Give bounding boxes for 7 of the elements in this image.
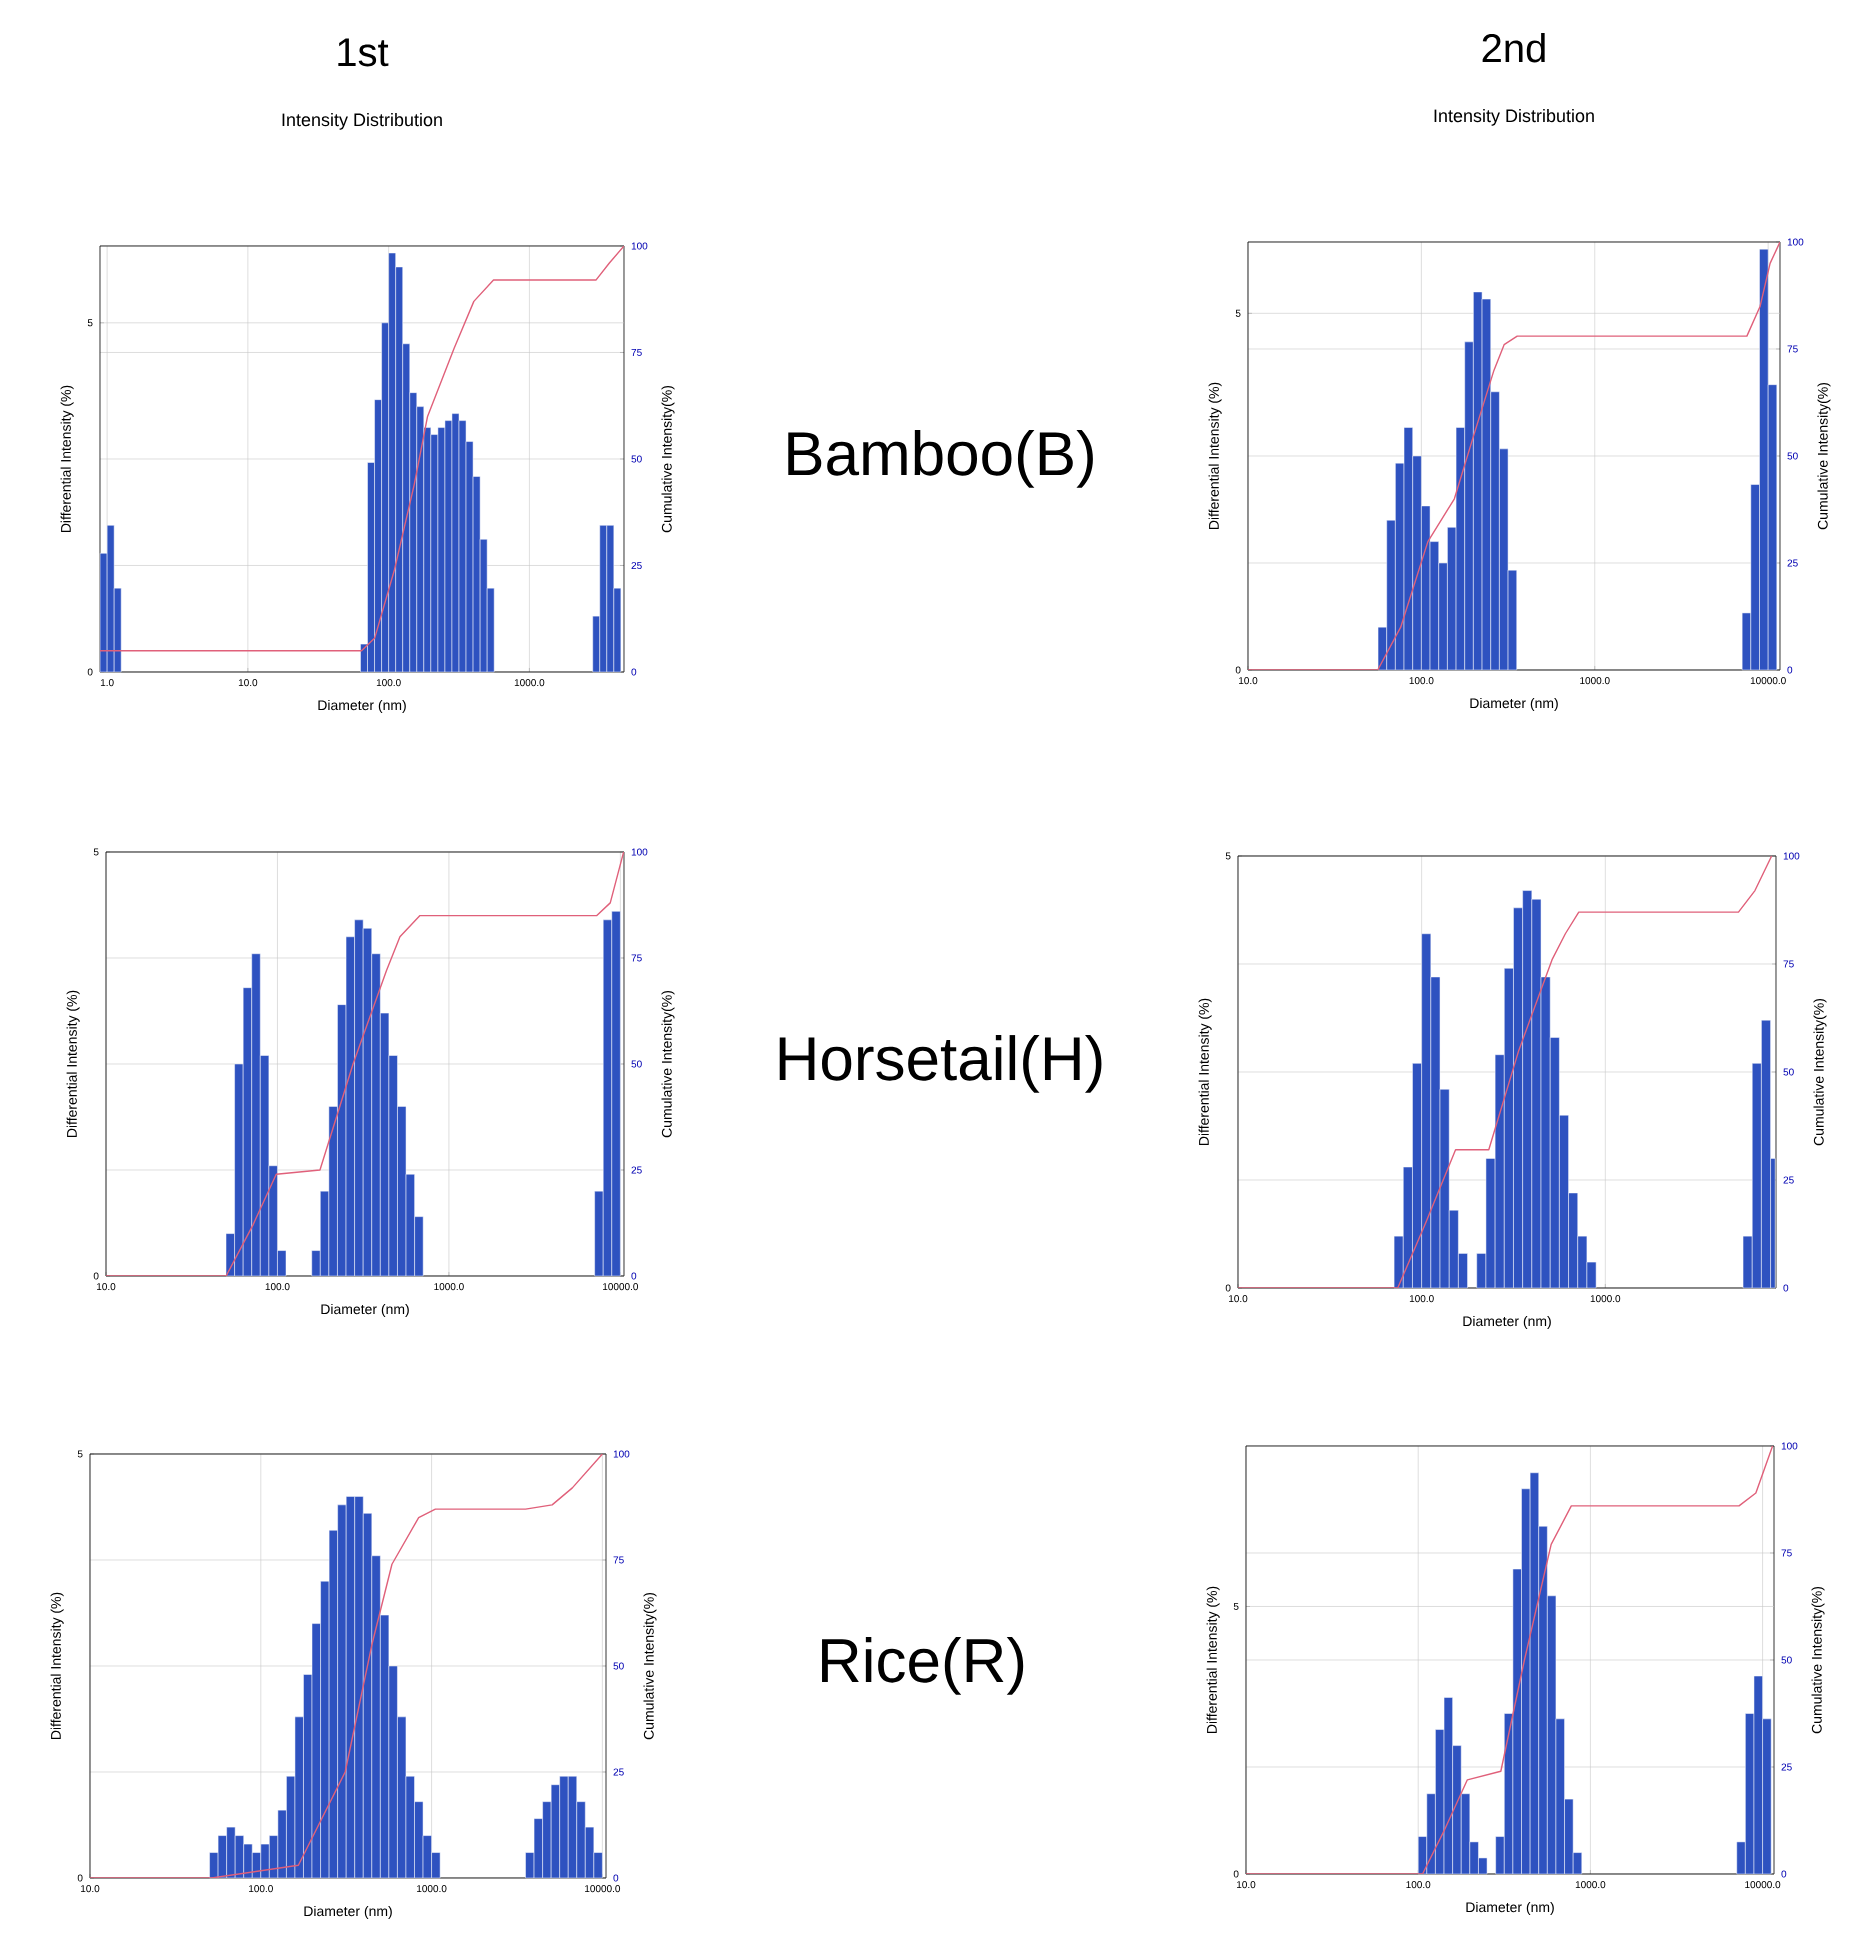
text: Rice(R) [822, 1637, 1024, 1695]
chart-subtitle: Intensity Distribution [282, 112, 442, 130]
text: Horsetail(H) [779, 1035, 1102, 1093]
chart-title: 1st [338, 38, 389, 67]
chart-subtitle: Intensity Distribution [1434, 108, 1594, 126]
text: Bamboo(B) [788, 430, 1093, 488]
chart-title: 2nd [1482, 33, 1545, 63]
